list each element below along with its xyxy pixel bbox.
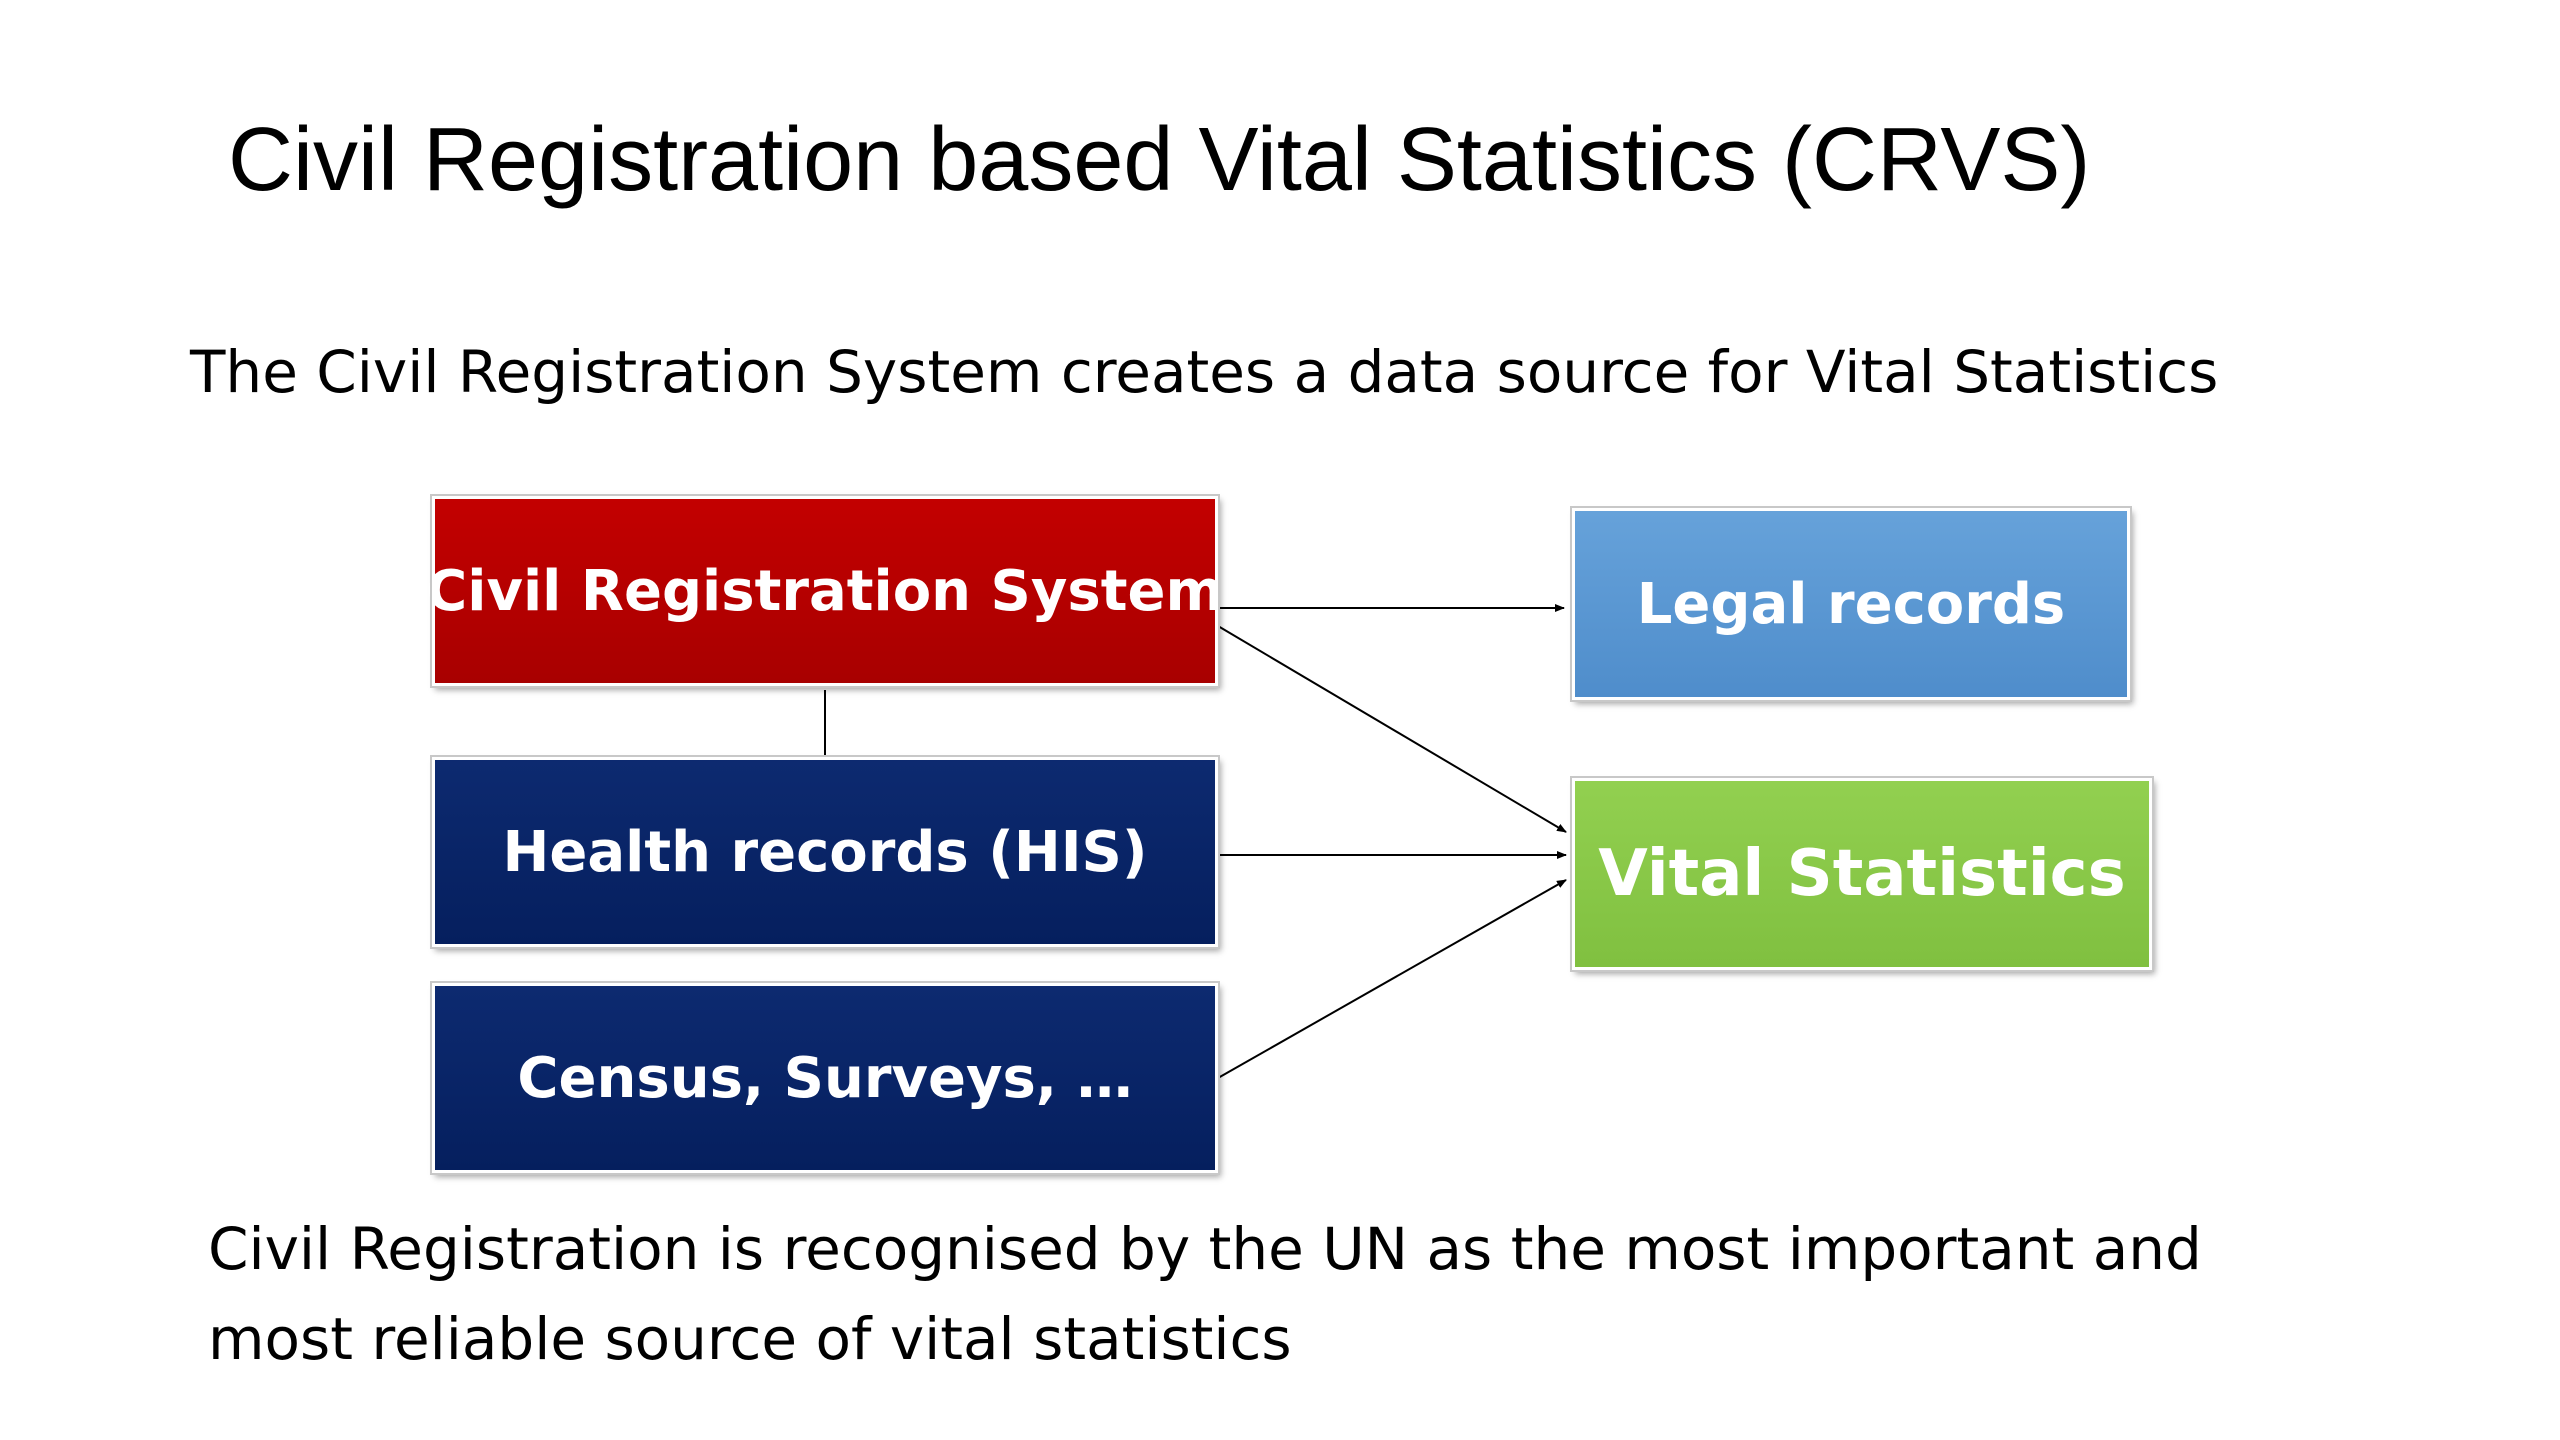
civil-registration-system-label: Civil Registration System <box>426 558 1224 624</box>
vital-statistics-label: Vital Statistics <box>1598 837 2126 911</box>
footnote-line-1: Civil Registration is recognised by the … <box>208 1215 2202 1283</box>
footnote: Civil Registration is recognised by the … <box>208 1204 2408 1384</box>
census-surveys-label: Census, Surveys, … <box>517 1045 1133 1111</box>
vital-statistics-box: Vital Statistics <box>1570 776 2154 972</box>
arrow-civil-to-vital <box>1217 625 1567 833</box>
health-records-box: Health records (HIS) <box>430 755 1220 949</box>
census-surveys-box: Census, Surveys, … <box>430 981 1220 1175</box>
slide-subtitle: The Civil Registration System creates a … <box>190 338 2219 406</box>
civil-registration-system-box: Civil Registration System <box>426 494 1224 688</box>
arrow-census-to-vital <box>1217 879 1567 1079</box>
legal-records-box: Legal records <box>1570 506 2132 702</box>
slide-title: Civil Registration based Vital Statistic… <box>228 110 2091 210</box>
footnote-line-2: most reliable source of vital statistics <box>208 1305 1292 1373</box>
health-records-label: Health records (HIS) <box>502 819 1148 885</box>
legal-records-label: Legal records <box>1636 571 2066 637</box>
